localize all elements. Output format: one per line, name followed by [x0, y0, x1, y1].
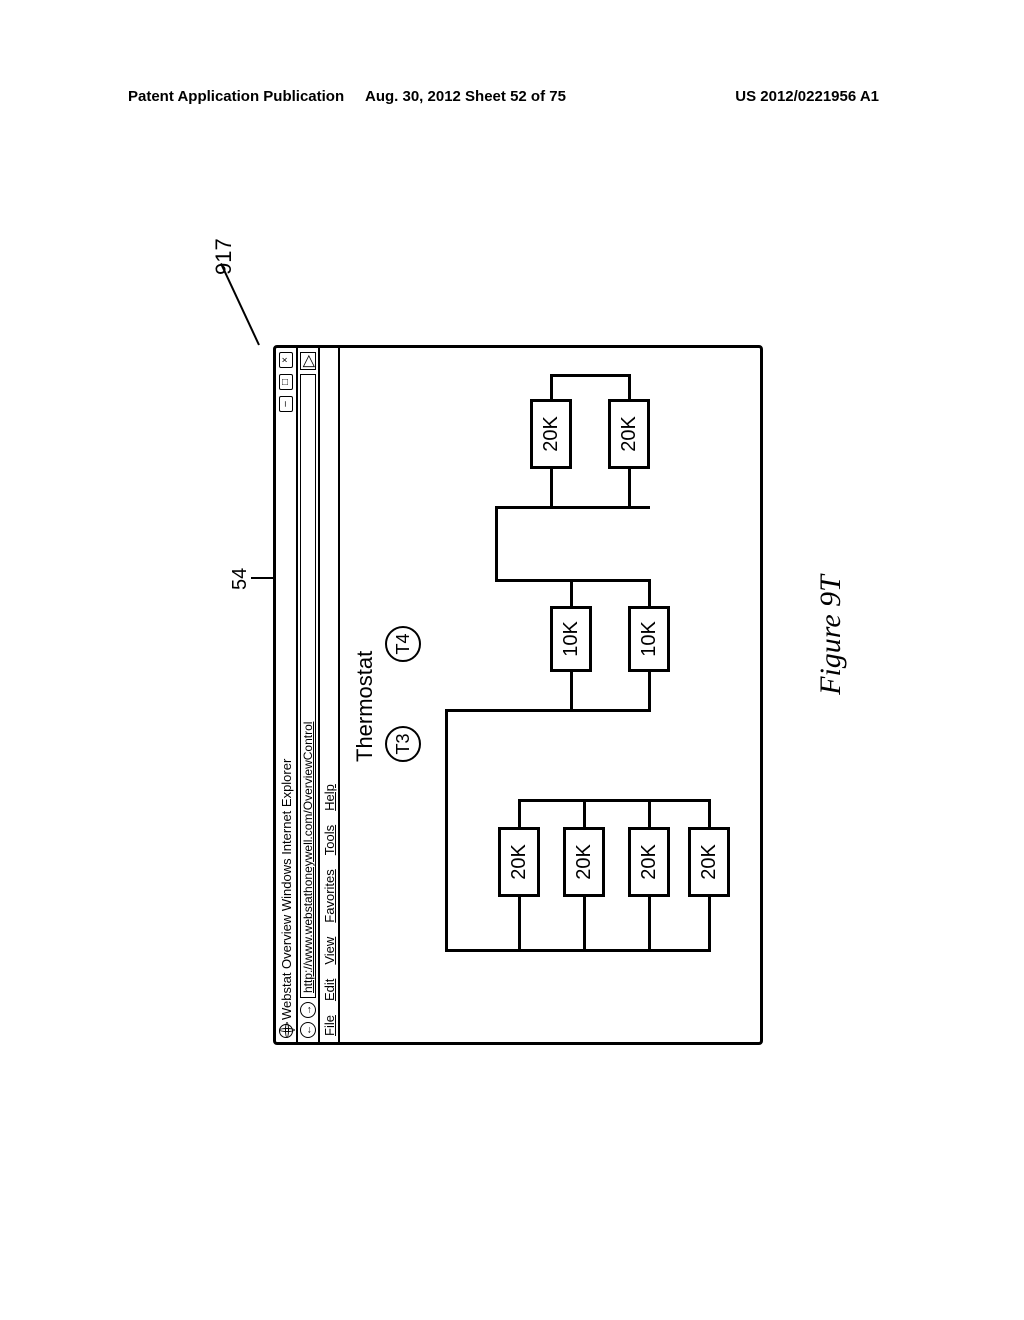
wire	[518, 799, 710, 802]
menu-help[interactable]: Help	[322, 784, 337, 811]
title-bar: Webstat Overview Windows Internet Explor…	[276, 348, 298, 1042]
browser-content: Thermostat T3 T4 20K 20K 20K 20K	[340, 348, 760, 1042]
resistor-box: 10K	[550, 606, 592, 672]
figure-outer: 54 917 Webstat Overview Windows Internet…	[233, 225, 793, 1045]
wire	[518, 897, 521, 952]
close-button[interactable]: ×	[279, 352, 293, 368]
wire	[628, 374, 631, 399]
thermostat-heading: Thermostat	[352, 651, 378, 762]
wire	[648, 799, 651, 827]
wire	[570, 579, 650, 582]
url-field[interactable]: http://www.webstathoneywell.com/Overview…	[300, 374, 316, 998]
wire	[550, 374, 630, 377]
callout-54: 54	[229, 568, 252, 590]
thermostat-t3[interactable]: T3	[385, 726, 421, 762]
window-title: Webstat Overview Windows Internet Explor…	[279, 759, 294, 1020]
wire	[518, 799, 521, 827]
resistor-box: 20K	[688, 827, 730, 897]
resistor-box: 10K	[628, 606, 670, 672]
menu-favorites[interactable]: Favorites	[322, 869, 337, 922]
resistor-box: 20K	[628, 827, 670, 897]
wire	[445, 752, 448, 952]
minimize-button[interactable]: –	[279, 396, 293, 412]
menu-tools[interactable]: Tools	[322, 825, 337, 855]
wire	[495, 507, 498, 582]
back-button[interactable]: ←	[300, 1022, 316, 1038]
wire	[550, 469, 553, 509]
page-content: 54 917 Webstat Overview Windows Internet…	[128, 160, 898, 1110]
globe-icon	[279, 1024, 293, 1038]
wire	[495, 506, 650, 509]
wire	[445, 949, 710, 952]
resistor-box: 20K	[530, 399, 572, 469]
wire	[495, 579, 573, 582]
go-button[interactable]: ▷	[300, 352, 316, 370]
header-date-sheet: Aug. 30, 2012 Sheet 52 of 75	[365, 88, 566, 105]
figure-caption: Figure 9T	[814, 575, 848, 695]
wire	[583, 897, 586, 952]
resistor-box: 20K	[608, 399, 650, 469]
callout-917-leader	[220, 263, 260, 345]
resistor-box: 20K	[563, 827, 605, 897]
browser-window: Webstat Overview Windows Internet Explor…	[273, 345, 763, 1045]
maximize-button[interactable]: □	[279, 374, 293, 390]
wire	[583, 799, 586, 827]
forward-button[interactable]: →	[300, 1002, 316, 1018]
menu-bar: File Edit View Favorites Tools Help	[320, 348, 340, 1042]
callout-54-leader	[251, 577, 273, 579]
wire	[445, 709, 448, 752]
wire	[550, 374, 553, 399]
wire	[708, 799, 711, 827]
thermostat-t4[interactable]: T4	[385, 626, 421, 662]
wire	[445, 709, 650, 712]
rotated-figure: 54 917 Webstat Overview Windows Internet…	[233, 225, 793, 1045]
wire	[648, 897, 651, 952]
wire	[570, 579, 573, 606]
header-pubnum: US 2012/0221956 A1	[735, 88, 879, 105]
menu-edit[interactable]: Edit	[322, 979, 337, 1001]
menu-view[interactable]: View	[322, 937, 337, 965]
resistor-box: 20K	[498, 827, 540, 897]
address-bar: ← → http://www.webstathoneywell.com/Over…	[298, 348, 320, 1042]
menu-file[interactable]: File	[322, 1015, 337, 1036]
callout-917: 917	[211, 238, 237, 275]
wire	[648, 672, 651, 712]
header-publication: Patent Application Publication	[128, 88, 344, 105]
wire	[570, 672, 573, 712]
wire	[648, 579, 651, 606]
wire	[708, 897, 711, 952]
wire	[628, 469, 631, 509]
